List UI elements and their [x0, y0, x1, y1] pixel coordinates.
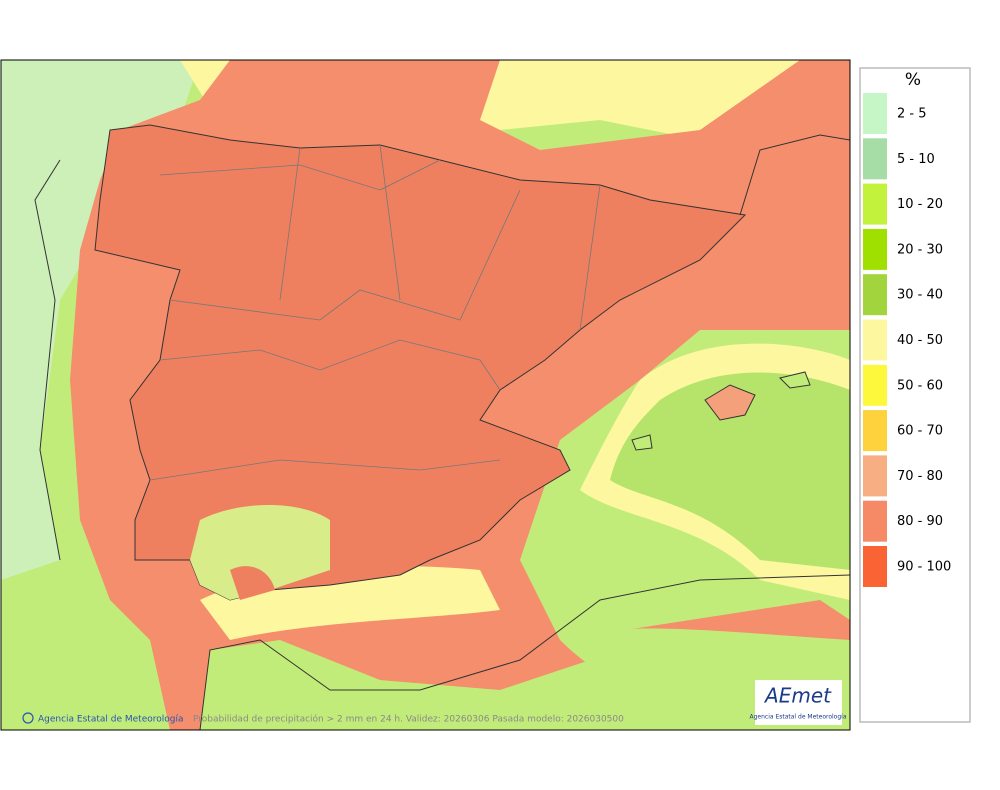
legend-swatch — [863, 319, 887, 361]
legend-swatch — [863, 93, 887, 134]
legend-label: 50 - 60 — [897, 378, 943, 393]
legend-label: 20 - 30 — [897, 242, 943, 257]
legend-swatch — [863, 410, 887, 452]
legend-label: 90 - 100 — [897, 560, 951, 575]
map-frame — [0, 59, 851, 731]
map-layer — [1, 60, 850, 730]
legend-label: 70 - 80 — [897, 469, 943, 484]
legend-label: 10 - 20 — [897, 197, 943, 212]
credit: Agencia Estatal de Meteorología — [38, 715, 184, 725]
legend-title: % — [905, 70, 921, 90]
region-borders — [149, 144, 601, 481]
legend-label: 30 - 40 — [897, 288, 943, 303]
legend-swatch — [863, 138, 887, 180]
legend-label: 80 - 90 — [897, 514, 943, 529]
legend-swatch — [863, 455, 887, 497]
legend-label: 2 - 5 — [897, 107, 927, 122]
legend-swatch — [863, 364, 887, 406]
legend-swatch — [863, 500, 887, 542]
legend-swatch — [863, 228, 887, 270]
legend-swatch — [863, 274, 887, 316]
logo-subtitle: Agencia Estatal de Meteorología — [750, 714, 847, 721]
logo-box — [755, 680, 842, 725]
legend-swatch — [863, 546, 887, 587]
legend-swatch — [863, 183, 887, 225]
legend-label: 40 - 50 — [897, 333, 943, 348]
logo-name: AEmet — [763, 684, 832, 708]
caption: Probabilidad de precipitación > 2 mm en … — [193, 714, 624, 725]
legend-label: 5 - 10 — [897, 152, 935, 167]
legend-label: 60 - 70 — [897, 424, 943, 439]
copyright-icon — [22, 712, 34, 724]
